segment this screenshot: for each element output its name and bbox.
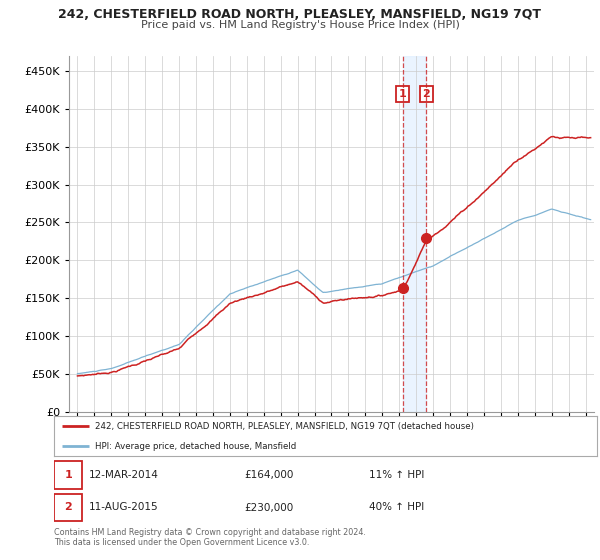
Text: 2: 2 <box>64 502 72 512</box>
Text: Contains HM Land Registry data © Crown copyright and database right 2024.
This d: Contains HM Land Registry data © Crown c… <box>54 528 366 547</box>
Text: Price paid vs. HM Land Registry's House Price Index (HPI): Price paid vs. HM Land Registry's House … <box>140 20 460 30</box>
Bar <box>403 56 427 412</box>
Text: 242, CHESTERFIELD ROAD NORTH, PLEASLEY, MANSFIELD, NG19 7QT (detached house): 242, CHESTERFIELD ROAD NORTH, PLEASLEY, … <box>95 422 473 431</box>
Text: 1: 1 <box>64 470 72 480</box>
FancyBboxPatch shape <box>54 494 82 521</box>
Text: 40% ↑ HPI: 40% ↑ HPI <box>369 502 424 512</box>
Text: 2: 2 <box>422 89 430 99</box>
Text: 242, CHESTERFIELD ROAD NORTH, PLEASLEY, MANSFIELD, NG19 7QT: 242, CHESTERFIELD ROAD NORTH, PLEASLEY, … <box>59 8 542 21</box>
Text: 11% ↑ HPI: 11% ↑ HPI <box>369 470 424 480</box>
Text: HPI: Average price, detached house, Mansfield: HPI: Average price, detached house, Mans… <box>95 442 296 451</box>
Text: 1: 1 <box>399 89 407 99</box>
Text: £230,000: £230,000 <box>244 502 293 512</box>
Text: 12-MAR-2014: 12-MAR-2014 <box>89 470 159 480</box>
Text: 11-AUG-2015: 11-AUG-2015 <box>89 502 159 512</box>
Text: £164,000: £164,000 <box>244 470 293 480</box>
FancyBboxPatch shape <box>54 461 82 489</box>
